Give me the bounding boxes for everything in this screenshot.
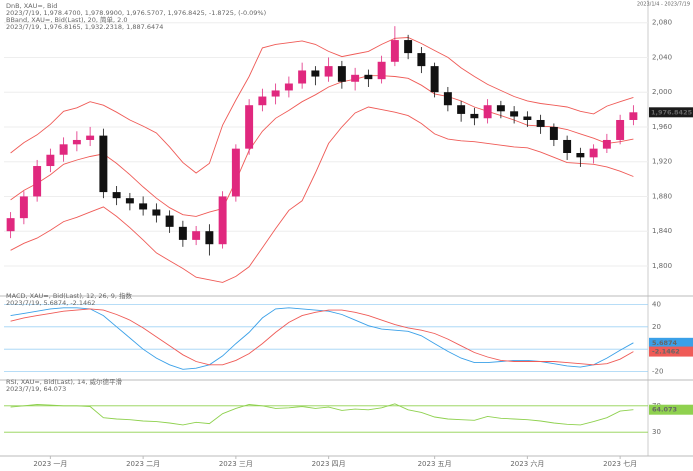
candle-body <box>139 203 148 210</box>
candle-body <box>86 135 95 140</box>
candle-body <box>324 66 333 77</box>
header-text: 2023/7/19, 64.073 <box>6 385 66 393</box>
line <box>10 106 634 283</box>
candle-body <box>258 96 267 106</box>
y-tick-label: 2,000 <box>652 88 672 96</box>
candle-body <box>271 90 280 97</box>
candle-body <box>351 74 360 82</box>
candle-body <box>377 61 386 80</box>
y-tick-label: 1,840 <box>652 227 672 235</box>
candle-body <box>72 139 81 145</box>
candle-body <box>404 40 413 54</box>
candle-body <box>165 215 174 227</box>
header-text: 2023/7/19, 1,976.8165, 1,932.2318, 1,887… <box>6 23 163 31</box>
y-tick-label: 2,080 <box>652 19 672 27</box>
candle-body <box>470 113 479 119</box>
candle-body <box>33 166 42 197</box>
candle-body <box>523 116 532 120</box>
candle-body <box>483 105 492 119</box>
candle-body <box>99 135 108 193</box>
y-tick-label: 40 <box>652 300 661 308</box>
candle-body <box>284 83 293 91</box>
x-tick-label: 2023 一月 <box>33 460 67 468</box>
period: 2023/1/4 - 2023/7/19 <box>637 2 690 8</box>
candle-body <box>576 153 585 158</box>
candle-body <box>496 105 505 112</box>
candle-body <box>298 70 307 84</box>
y-tick-label: -20 <box>652 368 663 376</box>
x-tick-label: 2023 六月 <box>510 459 544 468</box>
header-text: MACD, XAU=, Bid(Last), 12, 26, 9, 指数 <box>6 291 133 300</box>
candle-body <box>364 74 373 80</box>
candle-body <box>616 119 625 140</box>
candle-body <box>536 119 545 127</box>
header-text: 2023/7/19, 1,978.4700, 1,978.9900, 1,976… <box>6 9 266 17</box>
value-badge <box>649 337 693 348</box>
y-tick-label: 2,040 <box>652 53 672 61</box>
x-tick-label: 2023 五月 <box>418 460 452 468</box>
y-tick-label: 1,920 <box>652 158 672 166</box>
last-value-label: 5.6874 <box>652 339 678 347</box>
last-value-label: 1,976.8425 <box>651 108 693 116</box>
candle-body <box>602 139 611 149</box>
candle-body <box>629 112 638 120</box>
y-tick-label: 30 <box>652 428 661 436</box>
candle-body <box>125 198 134 204</box>
candle-body <box>443 92 452 106</box>
candle-body <box>112 192 121 199</box>
last-value-label: -2.1462 <box>652 348 680 356</box>
candle-body <box>205 231 214 245</box>
value-badge <box>649 107 693 118</box>
candle-body <box>563 139 572 153</box>
candle-body <box>231 148 240 197</box>
y-tick-label: 20 <box>652 323 661 331</box>
y-tick-label: 1,800 <box>652 262 672 270</box>
candle-body <box>549 126 558 140</box>
line <box>10 75 634 217</box>
candle-body <box>417 53 426 67</box>
candle-body <box>218 196 227 245</box>
line <box>10 37 634 174</box>
candle-body <box>59 144 68 155</box>
candle-body <box>430 66 439 93</box>
candle-body <box>457 105 466 114</box>
candle-body <box>19 196 28 219</box>
candle-body <box>390 40 399 62</box>
value-badge <box>649 346 693 357</box>
candle-body <box>311 70 320 77</box>
header-text: 2023/7/19, 5.6874, -2.1462 <box>6 299 95 307</box>
candle-body <box>46 154 55 167</box>
y-tick-label: 1,880 <box>652 192 672 200</box>
header-text: BBand, XAU=, Bid(Last), 20, 简单, 2.0 <box>6 15 128 24</box>
candle-body <box>589 148 598 158</box>
line <box>10 307 634 370</box>
x-tick-label: 2023 二月 <box>126 460 160 468</box>
candle-body <box>178 226 187 240</box>
header-text: RSI, XAU=, Bid(Last), 14, 威尔德平滑 <box>6 377 122 386</box>
value-badge <box>649 404 693 415</box>
line <box>10 308 634 366</box>
x-tick-label: 2023 三月 <box>219 460 253 468</box>
x-tick-label: 2023 四月 <box>312 460 346 468</box>
header-text: DnB, XAU=, Bid <box>6 2 57 10</box>
candle-body <box>6 218 15 232</box>
candle-body <box>152 209 161 216</box>
last-value-label: 64.073 <box>652 406 677 414</box>
y-tick-label: 1,960 <box>652 123 672 131</box>
line <box>10 403 634 426</box>
x-tick-label: 2023 七月 <box>603 459 637 468</box>
candle-body <box>510 111 519 117</box>
candle-body <box>192 231 201 240</box>
candle-body <box>245 105 254 149</box>
candle-body <box>337 66 346 82</box>
